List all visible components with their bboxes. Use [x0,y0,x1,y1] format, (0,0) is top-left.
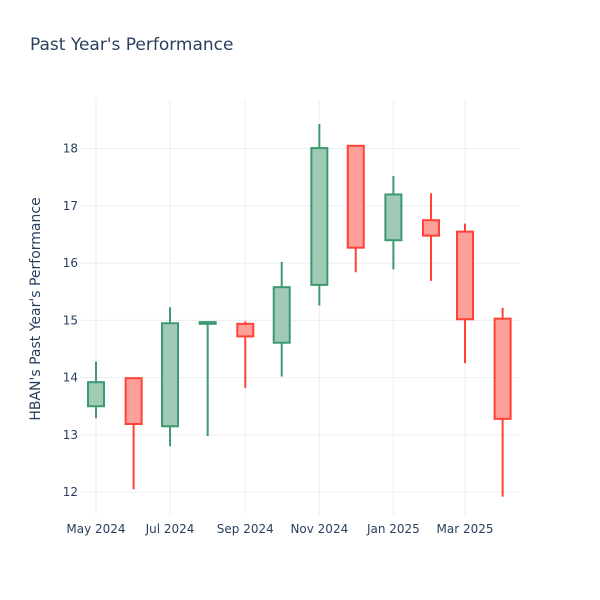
candle-body [384,193,403,242]
candle-body [493,317,512,420]
candle [161,307,180,447]
candle-body [346,144,365,249]
candle [87,361,105,419]
y-tick-label: 17 [63,199,78,213]
candle [456,223,474,364]
x-tick-label: May 2024 [66,522,125,536]
candle-body [456,230,474,321]
candle-body [422,219,441,237]
chart-title: Past Year's Performance [30,35,234,55]
y-tick-label: 16 [63,256,78,270]
candle [124,377,143,490]
candle [422,193,441,281]
candle [236,321,255,388]
candle [346,144,365,273]
candle [272,261,291,377]
x-tick-labels: May 2024 Jul 2024 Sep 2024 Nov 2024 Jan 2025… [66,522,493,536]
y-tick-label: 14 [63,371,78,385]
candle [384,176,403,270]
candle-body [124,377,143,425]
y-tick-label: 18 [63,142,78,156]
y-tick-label: 13 [63,428,78,442]
candle-body [236,322,255,338]
candle [198,321,217,437]
x-tick-label: Nov 2024 [290,522,348,536]
x-tick-label: Jan 2025 [366,522,420,536]
x-tick-label: Sep 2024 [217,522,274,536]
y-tick-labels: 12 13 14 15 16 17 18 [63,142,78,499]
candle-body [161,322,180,428]
candle-body [87,381,105,408]
candle-body [310,147,329,286]
candles [87,124,512,497]
y-axis-label: HBAN's Past Year's Performance [28,197,44,420]
candle-body [198,321,217,325]
x-tick-label: Jul 2024 [145,522,195,536]
candle [310,124,329,306]
y-tick-label: 12 [63,485,78,499]
candle [493,307,512,497]
x-tick-label: Mar 2025 [437,522,494,536]
y-tick-label: 15 [63,313,78,327]
candle-body [272,286,291,344]
